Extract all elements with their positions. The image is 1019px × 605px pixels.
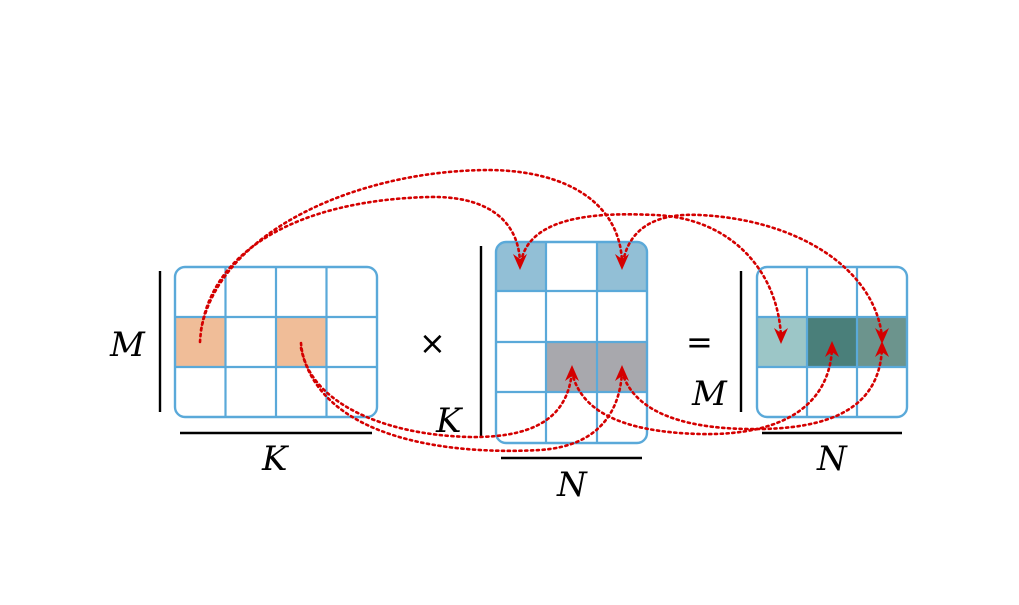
flow-b22-to-c12	[620, 346, 884, 431]
times-symbol: ×	[419, 324, 446, 362]
matrix-a-frame	[173, 265, 379, 419]
matrix-b-grid	[496, 242, 647, 443]
flow-a10-to-b02	[199, 168, 624, 332]
matrix-c: M N	[691, 265, 909, 479]
arrowhead-c12-bottom	[875, 341, 889, 357]
matrix-c-col-label: N	[816, 439, 848, 479]
matrix-b: K N	[435, 240, 649, 505]
flow-b00-to-c10	[519, 213, 783, 339]
arrowhead-b21	[565, 365, 579, 381]
flow-a10-to-b00	[198, 195, 522, 344]
matrix-c-row-label: M	[691, 374, 728, 414]
arrowhead-c10	[774, 328, 788, 344]
arrowhead-b22	[615, 365, 629, 381]
arrowhead-b02	[615, 254, 629, 270]
flow-b02-to-c12	[621, 213, 884, 339]
flow-a12-to-b21	[299, 341, 574, 439]
matrix-b-col-label: N	[556, 465, 588, 505]
equals-symbol: =	[686, 323, 713, 361]
matrix-a-grid	[175, 267, 377, 417]
matrix-c-cell-1-0	[757, 317, 807, 367]
flow-b21-to-c11	[570, 346, 834, 436]
arrowhead-c12-top	[875, 328, 889, 344]
data-flow-arrows	[198, 168, 889, 453]
arrowhead-c11	[825, 341, 839, 357]
matrix-a-row-label: M	[109, 325, 146, 365]
matrix-a: M K	[109, 265, 379, 479]
matrix-c-grid	[757, 267, 907, 417]
flow-a12-to-b22	[299, 346, 624, 453]
matrix-a-col-label: K	[261, 439, 290, 479]
arrowhead-b00	[513, 254, 527, 270]
